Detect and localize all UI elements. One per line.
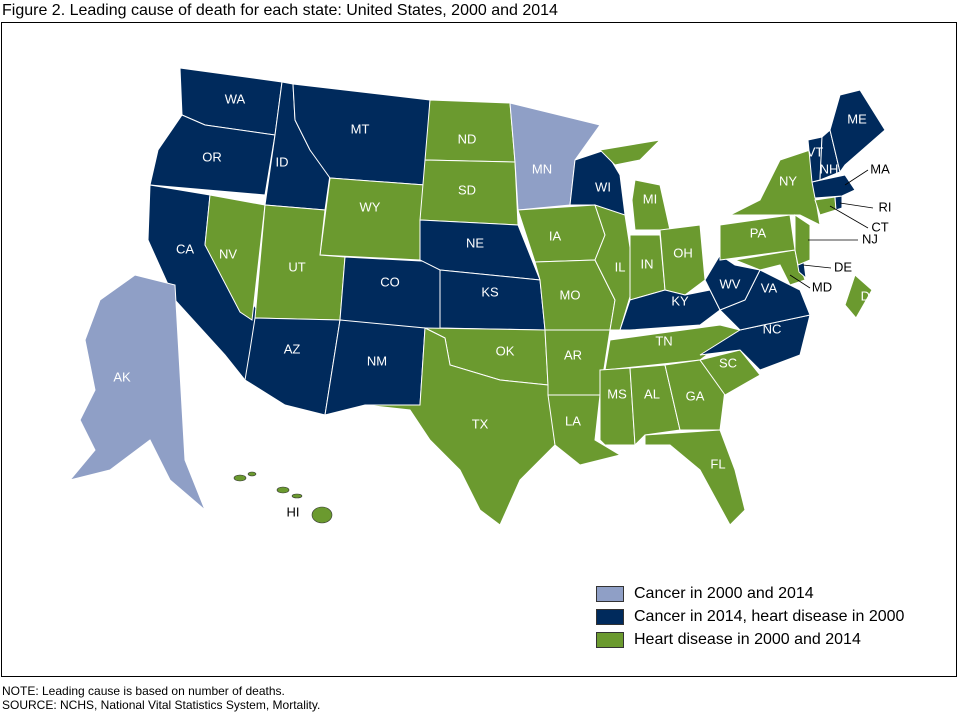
state-label-or: OR bbox=[202, 149, 222, 164]
state-ia bbox=[517, 204, 606, 263]
state-label-mt: MT bbox=[351, 121, 370, 136]
state-label-hi: HI bbox=[287, 504, 300, 519]
state-nv bbox=[204, 194, 266, 321]
state-hi bbox=[247, 471, 257, 477]
state-label-sd: SD bbox=[458, 182, 476, 197]
legend-label: Heart disease in 2000 and 2014 bbox=[634, 630, 861, 648]
state-label-la: LA bbox=[565, 413, 581, 428]
state-label-wy: WY bbox=[360, 199, 381, 214]
state-al bbox=[629, 364, 681, 447]
state-label-ut: UT bbox=[288, 259, 305, 274]
figure-title: Figure 2. Leading cause of death for eac… bbox=[2, 2, 558, 19]
state-label-ma: MA bbox=[870, 161, 890, 176]
legend-swatch bbox=[596, 608, 624, 625]
state-label-pa: PA bbox=[750, 225, 767, 240]
state-wy bbox=[319, 177, 426, 261]
state-label-wa: WA bbox=[225, 91, 246, 106]
state-hi bbox=[276, 486, 290, 494]
legend-label: Cancer in 2014, heart disease in 2000 bbox=[634, 607, 905, 625]
legend: Cancer in 2000 and 2014 Cancer in 2014, … bbox=[596, 582, 904, 651]
state-label-mo: MO bbox=[560, 287, 581, 302]
source: SOURCE: NCHS, National Vital Statistics … bbox=[2, 698, 321, 712]
leader-line bbox=[802, 264, 832, 269]
state-az bbox=[244, 317, 341, 416]
state-label-tn: TN bbox=[655, 333, 672, 348]
state-me bbox=[829, 89, 886, 174]
state-ga bbox=[664, 359, 726, 431]
state-label-ky: KY bbox=[671, 293, 689, 308]
state-dc bbox=[844, 274, 873, 319]
leader-line bbox=[789, 274, 811, 289]
legend-item-cancer-both: Cancer in 2000 and 2014 bbox=[596, 582, 904, 605]
legend-item-cancer-2014: Cancer in 2014, heart disease in 2000 bbox=[596, 605, 904, 628]
legend-swatch bbox=[596, 585, 624, 602]
state-label-ar: AR bbox=[564, 347, 582, 362]
state-label-il: IL bbox=[615, 259, 626, 274]
legend-label: Cancer in 2000 and 2014 bbox=[634, 584, 814, 602]
note: NOTE: Leading cause is based on number o… bbox=[2, 684, 285, 698]
state-label-ak: AK bbox=[113, 369, 131, 384]
leader-line bbox=[844, 169, 869, 186]
notes: NOTE: Leading cause is based on number o… bbox=[2, 684, 320, 712]
state-ma bbox=[811, 174, 856, 199]
state-label-nj: NJ bbox=[862, 231, 878, 246]
state-miu bbox=[598, 139, 662, 166]
state-label-va: VA bbox=[761, 280, 778, 295]
legend-swatch bbox=[596, 631, 624, 648]
state-label-ks: KS bbox=[481, 284, 499, 299]
state-tx bbox=[364, 327, 556, 526]
state-sc bbox=[699, 349, 761, 396]
state-label-nv: NV bbox=[219, 246, 237, 261]
state-label-mi: MI bbox=[643, 191, 657, 206]
state-label-ga: GA bbox=[686, 388, 705, 403]
state-label-me: ME bbox=[847, 111, 867, 126]
state-label-sc: SC bbox=[719, 355, 737, 370]
state-il bbox=[594, 204, 636, 331]
state-ny bbox=[729, 149, 821, 226]
leader-line bbox=[829, 205, 869, 229]
state-ak bbox=[68, 274, 206, 511]
state-label-nh: NH bbox=[820, 161, 839, 176]
state-label-ia: IA bbox=[549, 228, 562, 243]
state-ks bbox=[439, 269, 546, 331]
state-label-ca: CA bbox=[176, 241, 194, 256]
state-label-ne: NE bbox=[466, 235, 484, 250]
state-label-oh: OH bbox=[673, 245, 693, 260]
state-label-nd: ND bbox=[458, 131, 477, 146]
state-fl bbox=[644, 429, 746, 526]
state-label-in: IN bbox=[641, 256, 654, 271]
state-nj bbox=[794, 214, 811, 266]
state-label-co: CO bbox=[380, 274, 400, 289]
state-label-ms: MS bbox=[607, 386, 627, 401]
state-label-wv: WV bbox=[720, 276, 741, 291]
state-label-mn: MN bbox=[532, 161, 552, 176]
leader-line bbox=[839, 202, 874, 209]
state-mi bbox=[631, 179, 671, 231]
state-label-wi: WI bbox=[595, 179, 611, 194]
state-label-nm: NM bbox=[367, 353, 387, 368]
state-ms bbox=[599, 367, 636, 446]
state-hi bbox=[291, 493, 303, 499]
state-label-vt: VT bbox=[807, 144, 824, 159]
state-label-tx: TX bbox=[472, 416, 489, 431]
state-label-nc: NC bbox=[763, 321, 782, 336]
state-label-dc: DC bbox=[861, 288, 880, 303]
state-label-ct: CT bbox=[871, 219, 888, 234]
state-label-az: AZ bbox=[284, 341, 301, 356]
state-hi bbox=[311, 506, 333, 524]
state-or bbox=[149, 114, 276, 196]
state-label-al: AL bbox=[644, 386, 660, 401]
state-label-de: DE bbox=[834, 259, 852, 274]
legend-item-heart-both: Heart disease in 2000 and 2014 bbox=[596, 628, 904, 651]
state-label-ok: OK bbox=[496, 343, 515, 358]
state-label-fl: FL bbox=[710, 456, 725, 471]
state-label-id: ID bbox=[276, 154, 289, 169]
state-label-ri: RI bbox=[879, 199, 892, 214]
state-hi bbox=[233, 474, 247, 482]
state-label-md: MD bbox=[812, 279, 832, 294]
state-oh bbox=[659, 224, 706, 296]
state-label-ny: NY bbox=[779, 173, 797, 188]
map-frame bbox=[1, 22, 957, 677]
